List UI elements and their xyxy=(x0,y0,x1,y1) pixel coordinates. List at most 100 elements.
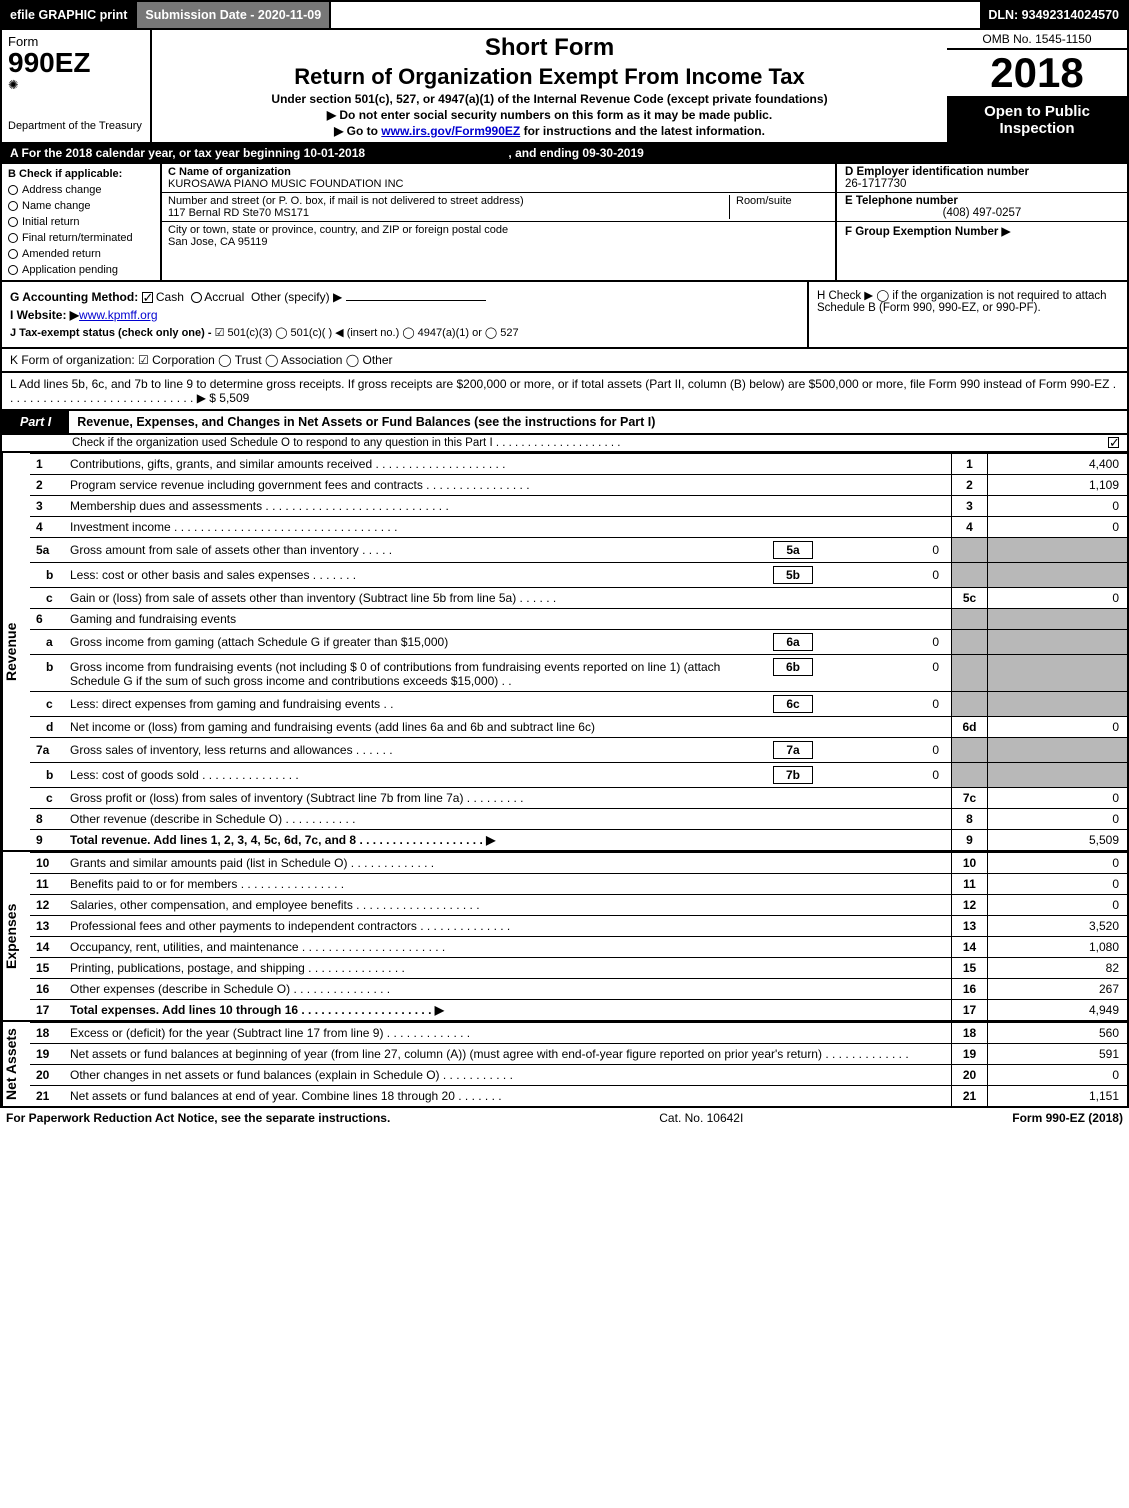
line-5a-num xyxy=(951,537,987,562)
line-7c-num: 7c xyxy=(951,787,987,808)
row-k: K Form of organization: ☑ Corporation ◯ … xyxy=(0,349,1129,373)
chk-initial-return[interactable]: Initial return xyxy=(8,216,154,228)
section-def: D Employer identification number 26-1717… xyxy=(837,164,1127,280)
info-grid: B Check if applicable: Address change Na… xyxy=(0,164,1129,282)
line-19-desc: 19Net assets or fund balances at beginni… xyxy=(30,1043,951,1064)
department-label: Department of the Treasury xyxy=(8,120,144,132)
city-label: City or town, state or province, country… xyxy=(168,224,829,236)
sub3-prefix: ▶ Go to xyxy=(334,124,381,138)
line-17-desc: 17Total expenses. Add lines 10 through 1… xyxy=(30,999,951,1020)
line-21-desc: 21Net assets or fund balances at end of … xyxy=(30,1085,951,1106)
line-4-num: 4 xyxy=(951,516,987,537)
line-4-amt: 0 xyxy=(987,516,1127,537)
line-11-desc: 11Benefits paid to or for members . . . … xyxy=(30,873,951,894)
line-5b-amt xyxy=(987,562,1127,587)
omb-number: OMB No. 1545-1150 xyxy=(947,30,1127,50)
netassets-side-label: Net Assets xyxy=(2,1022,30,1106)
line-14-amt: 1,080 xyxy=(987,936,1127,957)
subtitle-2: ▶ Do not enter social security numbers o… xyxy=(327,108,772,122)
addr-label: Number and street (or P. O. box, if mail… xyxy=(168,195,729,207)
line-12-num: 12 xyxy=(951,894,987,915)
line-4-desc: 4Investment income . . . . . . . . . . .… xyxy=(30,516,951,537)
chk-final-return[interactable]: Final return/terminated xyxy=(8,232,154,244)
chk-accrual[interactable] xyxy=(191,292,202,303)
line-6b-desc: bGross income from fundraising events (n… xyxy=(30,654,951,691)
chk-address-change[interactable]: Address change xyxy=(8,184,154,196)
line-5a-amt xyxy=(987,537,1127,562)
chk-name-change[interactable]: Name change xyxy=(8,200,154,212)
line-14-desc: 14Occupancy, rent, utilities, and mainte… xyxy=(30,936,951,957)
line-5c-amt: 0 xyxy=(987,587,1127,608)
line-6a-desc: aGross income from gaming (attach Schedu… xyxy=(30,629,951,654)
line-20-desc: 20Other changes in net assets or fund ba… xyxy=(30,1064,951,1085)
line-6d-desc: dNet income or (loss) from gaming and fu… xyxy=(30,716,951,737)
section-b-heading: B Check if applicable: xyxy=(8,168,154,180)
chk-amended-return[interactable]: Amended return xyxy=(8,248,154,260)
line-5a-desc: 5aGross amount from sale of assets other… xyxy=(30,537,951,562)
line-6d-amt: 0 xyxy=(987,716,1127,737)
line-6c-amt xyxy=(987,691,1127,716)
line-2-num: 2 xyxy=(951,474,987,495)
chk-application-pending[interactable]: Application pending xyxy=(8,264,154,276)
line-19-amt: 591 xyxy=(987,1043,1127,1064)
line-7b-num xyxy=(951,762,987,787)
chk-cash[interactable] xyxy=(142,292,153,303)
org-name: KUROSAWA PIANO MUSIC FOUNDATION INC xyxy=(168,178,829,190)
line-5c-num: 5c xyxy=(951,587,987,608)
line-7c-amt: 0 xyxy=(987,787,1127,808)
line-13-num: 13 xyxy=(951,915,987,936)
section-b: B Check if applicable: Address change Na… xyxy=(2,164,162,280)
city-value: San Jose, CA 95119 xyxy=(168,236,829,248)
line-7b-desc: bLess: cost of goods sold . . . . . . . … xyxy=(30,762,951,787)
phone-label: E Telephone number xyxy=(845,195,1119,207)
line-12-amt: 0 xyxy=(987,894,1127,915)
row-l: L Add lines 5b, 6c, and 7b to line 9 to … xyxy=(0,373,1129,411)
ein-value: 26-1717730 xyxy=(845,178,1119,190)
line-15-desc: 15Printing, publications, postage, and s… xyxy=(30,957,951,978)
topbar-spacer xyxy=(331,2,980,28)
revenue-table: Revenue 1Contributions, gifts, grants, a… xyxy=(0,453,1129,852)
efile-label: efile GRAPHIC print xyxy=(2,2,137,28)
line-7a-num xyxy=(951,737,987,762)
line-14-num: 14 xyxy=(951,936,987,957)
mid-left: G Accounting Method: Cash Accrual Other … xyxy=(2,282,807,347)
line-6a-amt xyxy=(987,629,1127,654)
part-i-title: Revenue, Expenses, and Changes in Net As… xyxy=(69,411,1127,433)
line-3-desc: 3Membership dues and assessments . . . .… xyxy=(30,495,951,516)
irs-link[interactable]: www.irs.gov/Form990EZ xyxy=(381,124,520,138)
sub3-suffix: for instructions and the latest informat… xyxy=(520,124,765,138)
line-9-amt: 5,509 xyxy=(987,829,1127,850)
line-6d-num: 6d xyxy=(951,716,987,737)
line-21-num: 21 xyxy=(951,1085,987,1106)
org-name-label: C Name of organization xyxy=(168,166,829,178)
line-5b-num xyxy=(951,562,987,587)
line-16-num: 16 xyxy=(951,978,987,999)
expenses-table: Expenses 10Grants and similar amounts pa… xyxy=(0,852,1129,1022)
footer-mid: Cat. No. 10642I xyxy=(659,1111,743,1125)
line-16-amt: 267 xyxy=(987,978,1127,999)
line-13-desc: 13Professional fees and other payments t… xyxy=(30,915,951,936)
line-16-desc: 16Other expenses (describe in Schedule O… xyxy=(30,978,951,999)
ein-cell: D Employer identification number 26-1717… xyxy=(837,164,1127,193)
line-7a-desc: 7aGross sales of inventory, less returns… xyxy=(30,737,951,762)
line-7c-desc: cGross profit or (loss) from sales of in… xyxy=(30,787,951,808)
line-13-amt: 3,520 xyxy=(987,915,1127,936)
phone-cell: E Telephone number (408) 497-0257 xyxy=(837,193,1127,222)
part-i-check[interactable] xyxy=(1108,437,1119,448)
group-exemption-label: F Group Exemption Number ▶ xyxy=(845,224,1119,238)
line-5c-desc: cGain or (loss) from sale of assets othe… xyxy=(30,587,951,608)
line-15-num: 15 xyxy=(951,957,987,978)
section-c: C Name of organization KUROSAWA PIANO MU… xyxy=(162,164,837,280)
website-link[interactable]: www.kpmff.org xyxy=(79,308,157,322)
line-1-desc: 1Contributions, gifts, grants, and simil… xyxy=(30,453,951,474)
ein-label: D Employer identification number xyxy=(845,166,1119,178)
line-2-desc: 2Program service revenue including gover… xyxy=(30,474,951,495)
line-10-amt: 0 xyxy=(987,852,1127,873)
row-a-end: , and ending 09-30-2019 xyxy=(508,146,643,160)
expenses-side-label: Expenses xyxy=(2,852,30,1020)
line-10-num: 10 xyxy=(951,852,987,873)
org-name-cell: C Name of organization KUROSAWA PIANO MU… xyxy=(162,164,835,193)
line-8-amt: 0 xyxy=(987,808,1127,829)
line-1-amt: 4,400 xyxy=(987,453,1127,474)
line-18-amt: 560 xyxy=(987,1022,1127,1043)
